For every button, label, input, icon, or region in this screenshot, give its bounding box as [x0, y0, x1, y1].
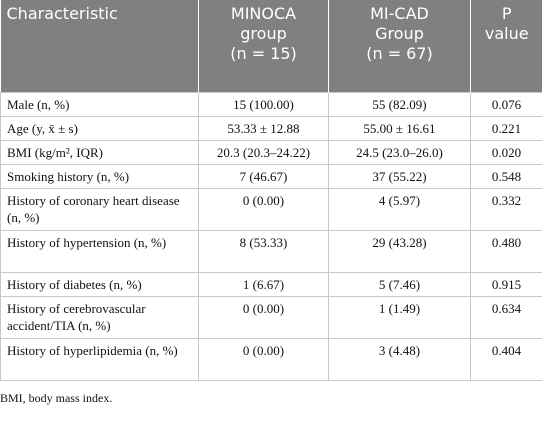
header-line: (n = 15)	[230, 44, 297, 63]
table-cell: 1 (1.49)	[328, 296, 471, 339]
header-line: MINOCA	[230, 4, 297, 23]
table-cell: 15 (100.00)	[198, 92, 329, 117]
table-row: Smoking history (n, %) 7 (46.67) 37 (55.22…	[0, 164, 542, 189]
table-cell: 0.020	[470, 140, 542, 165]
table-body: Male (n, %) 15 (100.00) 55 (82.09) 0.076 Age…	[0, 92, 542, 381]
table-cell: 55 (82.09)	[328, 92, 471, 117]
table-row: BMI (kg/m², IQR) 20.3 (20.3–24.22) 24.5 (2…	[0, 140, 542, 165]
header-line: P	[501, 4, 512, 23]
table-cell: 24.5 (23.0–26.0)	[328, 140, 471, 165]
table-cell: 0.915	[470, 272, 542, 297]
header-line: value	[484, 24, 529, 43]
table-cell: Age (y, x̄ ± s)	[0, 116, 199, 141]
table-cell: History of cerebrovascular accident/TIA …	[0, 296, 199, 339]
table-cell: History of hyperlipidemia (n, %)	[0, 338, 199, 381]
table-cell: 8 (53.33)	[198, 230, 329, 273]
table-cell: 0.404	[470, 338, 542, 381]
footnote: BMI, body mass index.	[0, 391, 113, 405]
table-cell: 0.076	[470, 92, 542, 117]
table-row: History of hyperlipidemia (n, %) 0 (0.00)…	[0, 338, 542, 381]
table-row: History of cerebrovascular accident/TIA …	[0, 296, 542, 339]
header-row: Characteristic MINOCA group (n = 15) MI-CAD G…	[0, 0, 542, 93]
table-cell: 55.00 ± 16.61	[328, 116, 471, 141]
table-cell: Male (n, %)	[0, 92, 199, 117]
table-cell: 0 (0.00)	[198, 188, 329, 231]
table-cell: Smoking history (n, %)	[0, 164, 199, 189]
table-row: History of coronary heart disease (n, %)…	[0, 188, 542, 231]
table-cell: BMI (kg/m², IQR)	[0, 140, 199, 165]
header-cell: MI-CAD Group (n = 67)	[328, 0, 471, 93]
table: Characteristic MINOCA group (n = 15) MI-CAD G…	[0, 0, 542, 381]
table-cell: 5 (7.46)	[328, 272, 471, 297]
table-cell: 0.221	[470, 116, 542, 141]
header-line: (n = 67)	[366, 44, 433, 63]
table-cell: 20.3 (20.3–24.22)	[198, 140, 329, 165]
table-cell: 7 (46.67)	[198, 164, 329, 189]
table-cell: 0 (0.00)	[198, 338, 329, 381]
table-cell: 37 (55.22)	[328, 164, 471, 189]
table-cell: 1 (6.67)	[198, 272, 329, 297]
table-cell: 0.634	[470, 296, 542, 339]
table-row: History of hypertension (n, %) 8 (53.33) 2…	[0, 230, 542, 273]
table-cell: History of hypertension (n, %)	[0, 230, 199, 273]
table-cell: 4 (5.97)	[328, 188, 471, 231]
header-cell: MINOCA group (n = 15)	[198, 0, 329, 93]
table-row: Male (n, %) 15 (100.00) 55 (82.09) 0.076	[0, 92, 542, 117]
table-cell: 3 (4.48)	[328, 338, 471, 381]
table-cell: History of diabetes (n, %)	[0, 272, 199, 297]
header-line: group	[240, 24, 287, 43]
table-row: History of diabetes (n, %) 1 (6.67) 5 (7.4…	[0, 272, 542, 297]
table-row: Age (y, x̄ ± s) 53.33 ± 12.88 55.00 ± 16.6…	[0, 116, 542, 141]
table-cell: 0.548	[470, 164, 542, 189]
header-cell: Characteristic	[0, 0, 199, 93]
header-line: Group	[375, 24, 424, 43]
table-cell: History of coronary heart disease (n, %)	[0, 188, 199, 231]
table-cell: 29 (43.28)	[328, 230, 471, 273]
header-line: Characteristic	[6, 4, 118, 23]
table-cell: 53.33 ± 12.88	[198, 116, 329, 141]
header-line: MI-CAD	[370, 4, 429, 23]
table-cell: 0.480	[470, 230, 542, 273]
table-cell: 0.332	[470, 188, 542, 231]
table-cell: 0 (0.00)	[198, 296, 329, 339]
